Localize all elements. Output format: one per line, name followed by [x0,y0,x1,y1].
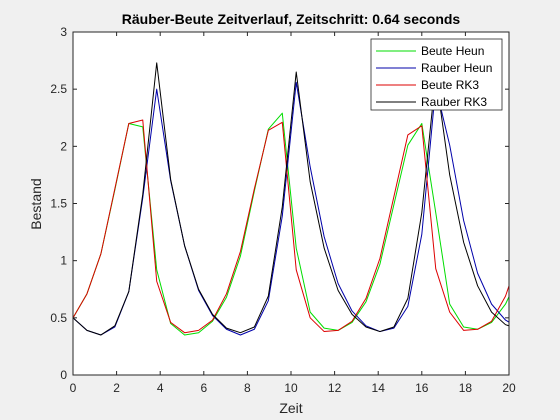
x-tick-label: 14 [372,381,386,395]
y-tick-label: 0.5 [50,311,67,325]
x-tick-label: 18 [459,381,473,395]
y-tick-label: 2.5 [50,82,67,96]
series-line-4 [73,62,509,336]
legend-entries: Beute Heun Rauber Heun Beute RK3 Rauber RK3 [376,44,492,109]
legend: Beute Heun Rauber Heun Beute RK3 Rauber RK3 [370,38,503,111]
chart-title: Räuber-Beute Zeitverlauf, Zeitschritt: 0… [122,11,461,27]
x-tick-label: 2 [113,381,120,395]
x-tick-label: 10 [284,381,298,395]
x-tick-label: 6 [200,381,207,395]
x-tick-label: 16 [415,381,429,395]
y-tick-label: 0 [60,368,67,382]
y-tick-label: 1 [60,254,67,268]
x-tick-label: 8 [244,381,251,395]
legend-label: Rauber RK3 [421,95,487,109]
x-axis-label: Zeit [279,400,302,416]
series-line-2 [73,81,509,336]
legend-label: Beute Heun [421,44,484,58]
series-layer [73,62,509,336]
y-axis-label: Bestand [28,178,44,229]
y-tick-label: 1.5 [50,197,67,211]
x-tick-label: 12 [328,381,342,395]
y-tick-label: 2 [60,139,67,153]
legend-label: Rauber Heun [421,61,492,75]
axis-layer: 0 2 4 6 8 10 12 14 16 18 20 0 0.5 1 1.5 2 2.5 3 [50,25,516,395]
legend-label: Beute RK3 [421,78,479,92]
x-tick-label: 4 [157,381,164,395]
y-tick-label: 3 [60,25,67,39]
series-line-3 [73,119,509,334]
x-tick-label: 20 [502,381,516,395]
x-tick-label: 0 [70,381,77,395]
